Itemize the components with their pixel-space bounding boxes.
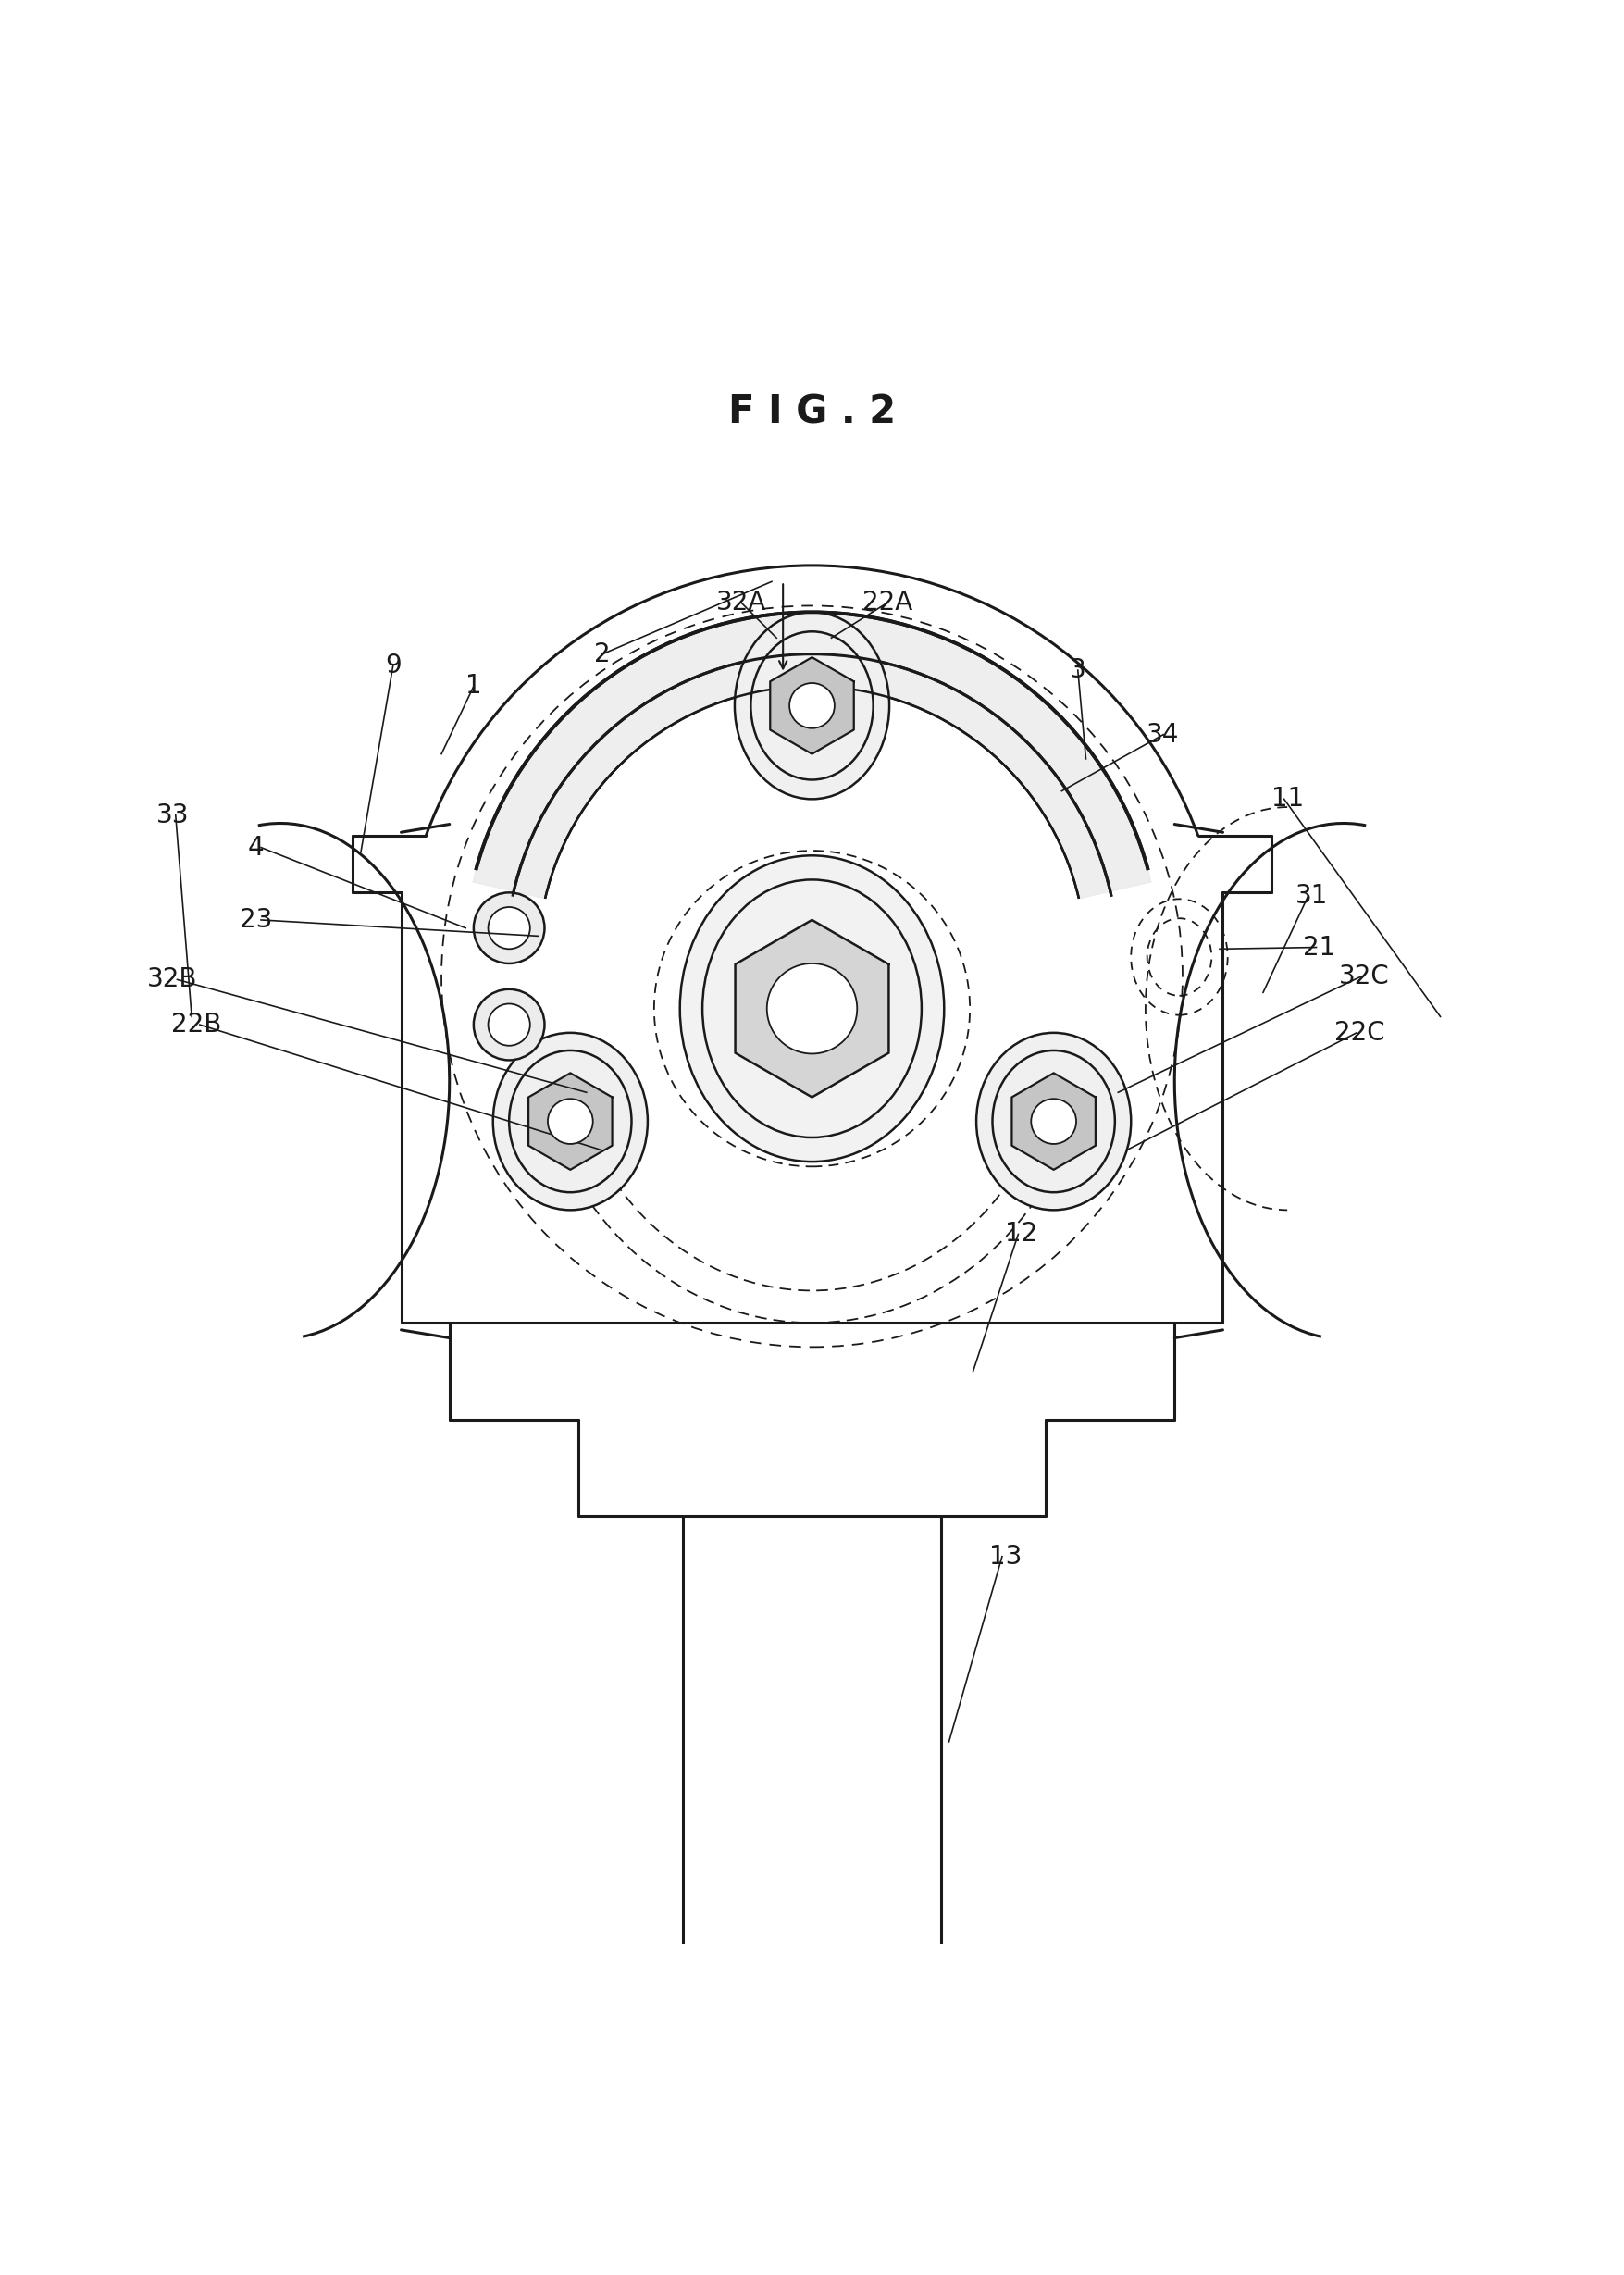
Text: 2: 2 (594, 642, 611, 667)
Text: 22C: 22C (1335, 1019, 1385, 1046)
Text: 9: 9 (385, 653, 401, 678)
Text: 32A: 32A (716, 589, 767, 617)
Polygon shape (770, 657, 854, 753)
Circle shape (489, 908, 529, 949)
Circle shape (547, 1099, 593, 1144)
Circle shape (474, 892, 544, 962)
Ellipse shape (494, 1033, 648, 1210)
Text: 23: 23 (240, 908, 273, 933)
Circle shape (789, 682, 835, 728)
Polygon shape (528, 1074, 612, 1169)
Polygon shape (473, 612, 1151, 899)
Text: 4: 4 (248, 835, 265, 860)
Ellipse shape (734, 612, 890, 799)
Text: 32B: 32B (148, 967, 198, 992)
Polygon shape (1012, 1074, 1096, 1169)
Circle shape (474, 990, 544, 1060)
Text: F I G . 2: F I G . 2 (728, 394, 896, 432)
Text: 22A: 22A (862, 589, 913, 617)
Text: 31: 31 (1294, 883, 1328, 908)
Polygon shape (736, 919, 888, 1097)
Circle shape (1031, 1099, 1077, 1144)
Circle shape (767, 962, 857, 1053)
Circle shape (489, 1003, 529, 1046)
Text: 33: 33 (156, 803, 188, 828)
Ellipse shape (680, 855, 944, 1163)
Text: 32C: 32C (1340, 962, 1390, 990)
Text: 3: 3 (1070, 657, 1086, 682)
Text: 1: 1 (466, 673, 482, 698)
Text: 13: 13 (989, 1542, 1021, 1570)
Text: 11: 11 (1272, 787, 1304, 812)
Text: 22B: 22B (172, 1012, 222, 1037)
Text: 21: 21 (1302, 935, 1337, 960)
Text: 34: 34 (1147, 721, 1179, 748)
Text: 12: 12 (1005, 1222, 1038, 1247)
Ellipse shape (976, 1033, 1130, 1210)
